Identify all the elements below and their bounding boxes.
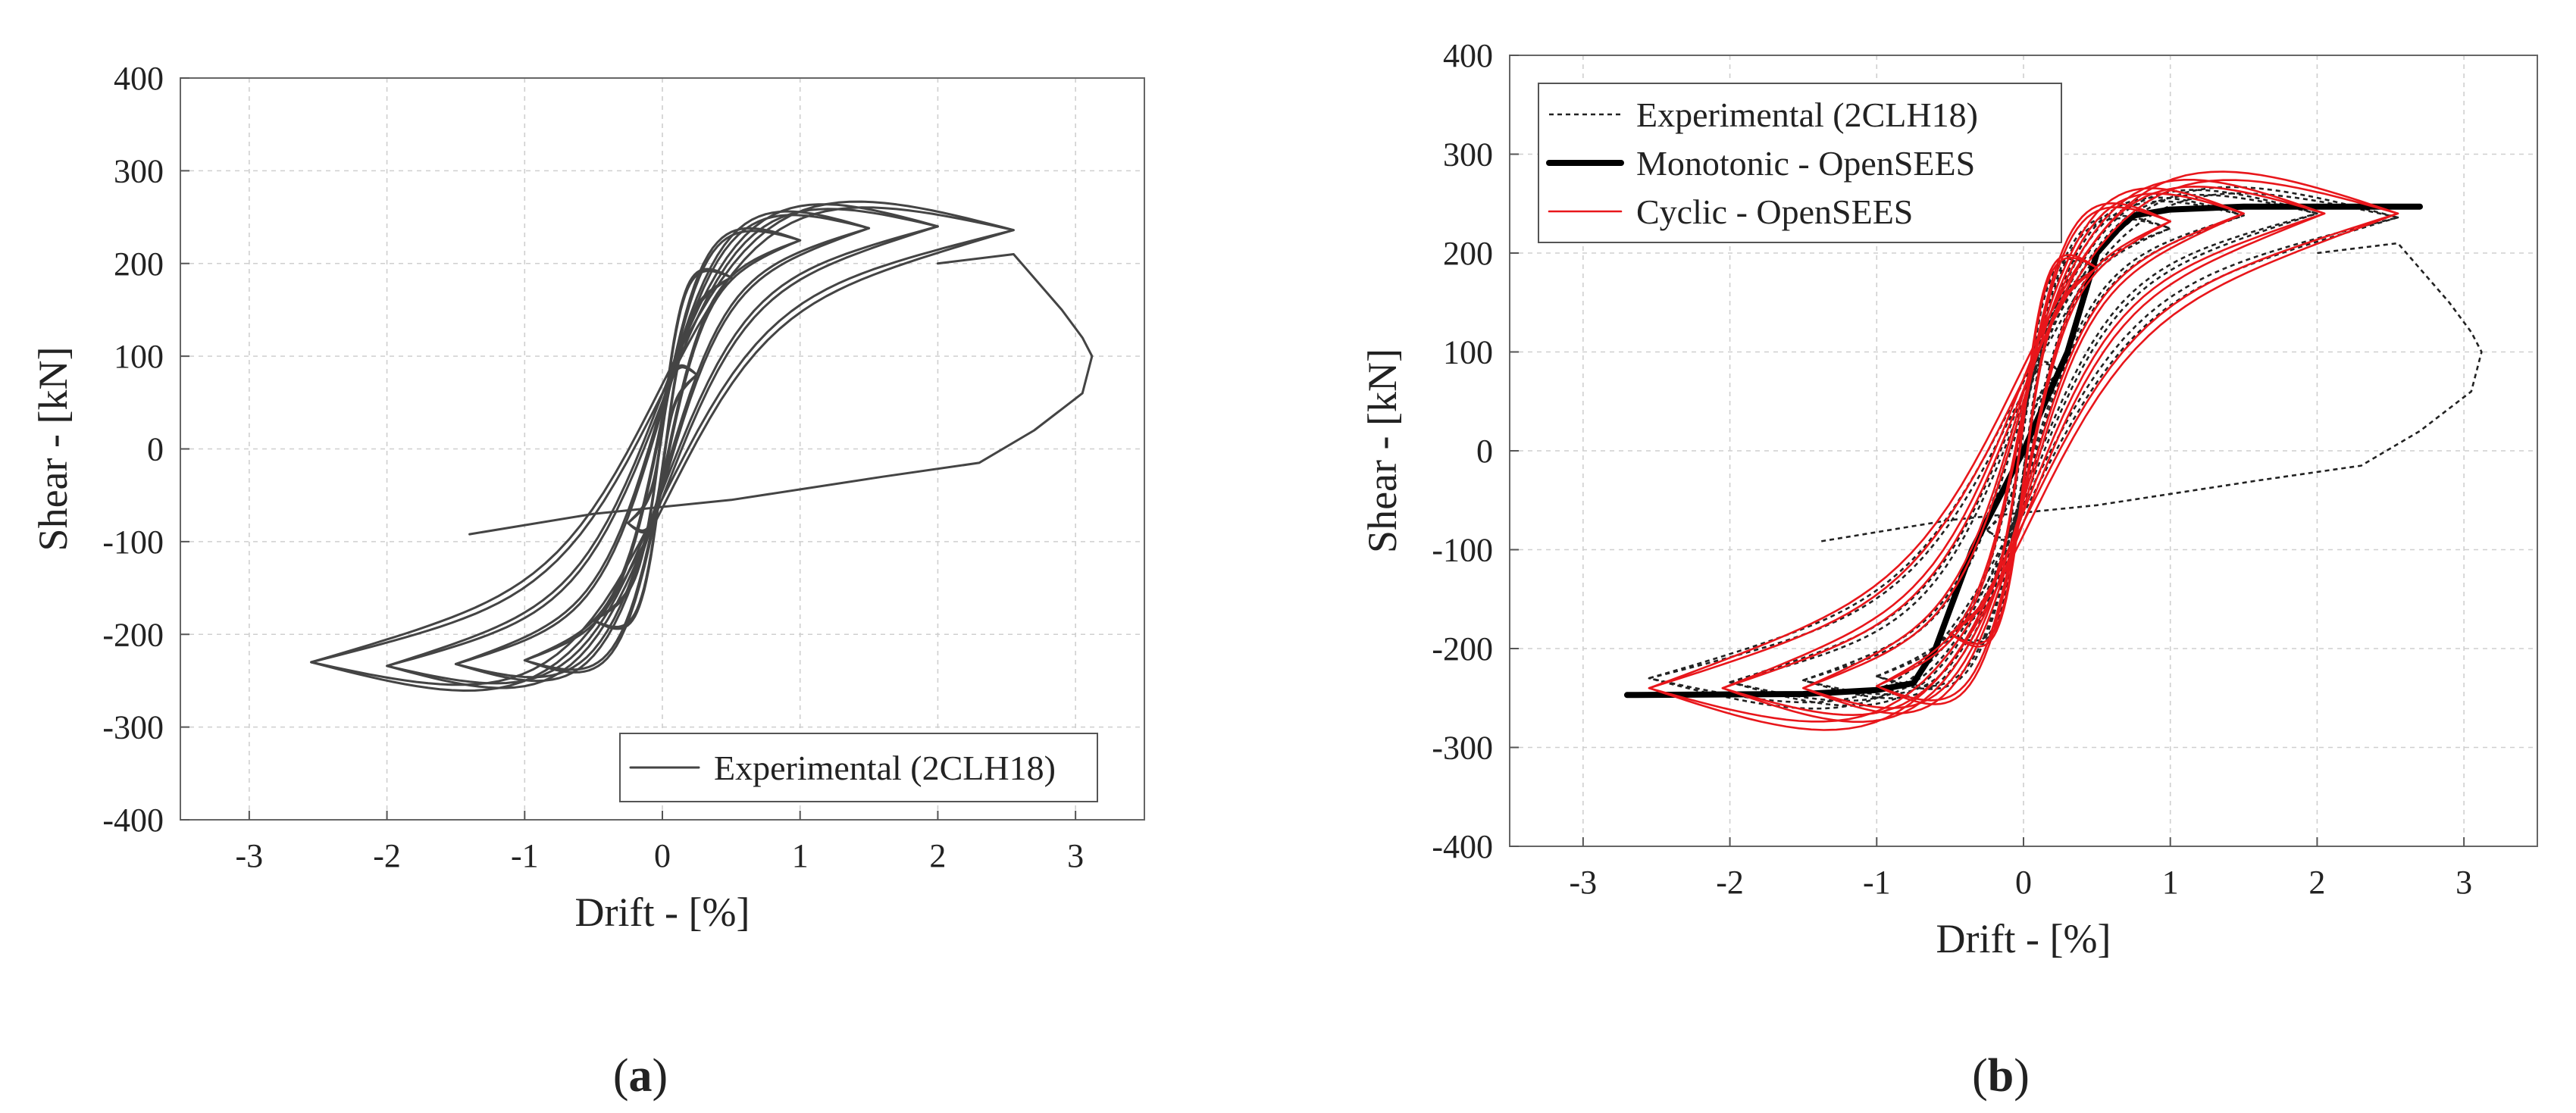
y-tick-label: -400 xyxy=(102,802,164,839)
x-ticks: -3 -2 -1 0 1 2 3 xyxy=(1570,837,2472,901)
legend-label-cyclic: Cyclic - OpenSEES xyxy=(1636,192,1913,231)
y-tick-label: 100 xyxy=(114,338,164,375)
caption-open: ( xyxy=(1972,1050,1988,1102)
y-tick-label: 300 xyxy=(114,152,164,189)
y-tick-label: 100 xyxy=(1443,334,1493,371)
series-experimental-2clh18-loop-4 xyxy=(386,208,939,685)
series-experimental-2clh18-loop-0 xyxy=(1986,362,2061,539)
x-tick-label: -2 xyxy=(1716,864,1744,901)
y-tick-label: -200 xyxy=(1432,630,1493,667)
x-tick-label: 0 xyxy=(2015,864,2032,901)
series-experimental-2clh18-loop-4 xyxy=(1729,193,2318,702)
series-cyclic-opensees-loop-2 xyxy=(1802,192,2245,709)
x-tick-label: -1 xyxy=(1863,864,1891,901)
y-tick-label: 400 xyxy=(114,60,164,97)
y-tick-label: -100 xyxy=(1432,532,1493,569)
y-tick-label: -200 xyxy=(102,616,164,653)
y-tick-label: 200 xyxy=(1443,235,1493,272)
y-ticks: -400 -300 -200 -100 0 100 200 300 400 xyxy=(1432,37,1519,865)
y-tick-label: -100 xyxy=(102,524,164,561)
legend-box xyxy=(1538,83,2062,243)
series-experimental-2clh18-loop-5 xyxy=(1648,192,2399,704)
y-tick-label: 200 xyxy=(114,245,164,283)
x-tick-label: -3 xyxy=(236,837,264,874)
x-tick-label: 0 xyxy=(654,837,671,874)
y-tick-label: -300 xyxy=(1432,730,1493,767)
series-monotonic-opensees xyxy=(1624,203,2423,699)
series-experimental-2clh18-tail xyxy=(468,253,1094,536)
series-experimental-2clh18-tail xyxy=(1817,242,2483,543)
panel-caption-a: (a) xyxy=(613,1050,668,1102)
y-tick-label: -300 xyxy=(102,709,164,746)
series-experimental-2clh18-loop-5 xyxy=(310,206,1015,686)
y-axis-label: Shear - [kN] xyxy=(30,347,76,552)
y-tick-label: 300 xyxy=(1443,136,1493,174)
caption-letter: a xyxy=(629,1050,653,1102)
panel-caption-b: (b) xyxy=(1972,1050,2030,1102)
series-group xyxy=(310,200,1094,692)
caption-open: ( xyxy=(613,1050,629,1102)
legend-label-monotonic: Monotonic - OpenSEES xyxy=(1636,144,1975,183)
x-tick-label: -2 xyxy=(373,837,401,874)
caption-close: ) xyxy=(653,1050,668,1102)
series-cyclic-opensees-loop-4 xyxy=(1648,179,2399,723)
legend: Experimental (2CLH18) Monotonic - OpenSE… xyxy=(1538,83,2062,243)
y-tick-label: -400 xyxy=(1432,828,1493,865)
y-ticks: -400 -300 -200 -100 0 100 200 300 400 xyxy=(102,60,189,839)
chart-panel-b: -3 -2 -1 0 1 2 3 -400 -300 -200 -100 0 100 200 300 400… xyxy=(1360,37,2538,1102)
grid xyxy=(180,77,1144,821)
x-tick-label: 1 xyxy=(2162,864,2179,901)
x-tick-label: 1 xyxy=(792,837,809,874)
x-tick-label: 3 xyxy=(1067,837,1084,874)
x-axis-label: Drift - [%] xyxy=(1936,916,2111,961)
chart-panel-a: -3 -2 -1 0 1 2 3 -400 -300 -200 -100 0 100 200 300 400… xyxy=(30,60,1145,1102)
series-experimental-2clh18-loop-3 xyxy=(1802,200,2245,696)
y-tick-label: 0 xyxy=(1476,433,1493,470)
series-experimental-2clh18-loop-3 xyxy=(454,214,871,679)
x-tick-label: -1 xyxy=(511,837,539,874)
x-tick-label: 2 xyxy=(2308,864,2325,901)
series-cyclic-opensees-loop-1 xyxy=(1876,206,2171,702)
series-group xyxy=(1624,170,2483,731)
x-tick-label: 3 xyxy=(2455,864,2472,901)
legend: Experimental (2CLH18) xyxy=(619,733,1098,802)
y-tick-label: 0 xyxy=(147,431,164,468)
x-tick-label: -3 xyxy=(1570,864,1598,901)
x-ticks: -3 -2 -1 0 1 2 3 xyxy=(236,811,1084,874)
caption-letter: b xyxy=(1988,1050,2014,1102)
caption-close: ) xyxy=(2014,1050,2030,1102)
y-tick-label: 400 xyxy=(1443,37,1493,74)
x-axis-label: Drift - [%] xyxy=(575,889,750,935)
legend-label-experimental: Experimental (2CLH18) xyxy=(714,749,1056,787)
legend-label-experimental: Experimental (2CLH18) xyxy=(1636,95,1978,134)
x-tick-label: 2 xyxy=(929,837,946,874)
series-cyclic-opensees-loop-3 xyxy=(1721,186,2326,716)
y-axis-label: Shear - [kN] xyxy=(1360,349,1405,553)
